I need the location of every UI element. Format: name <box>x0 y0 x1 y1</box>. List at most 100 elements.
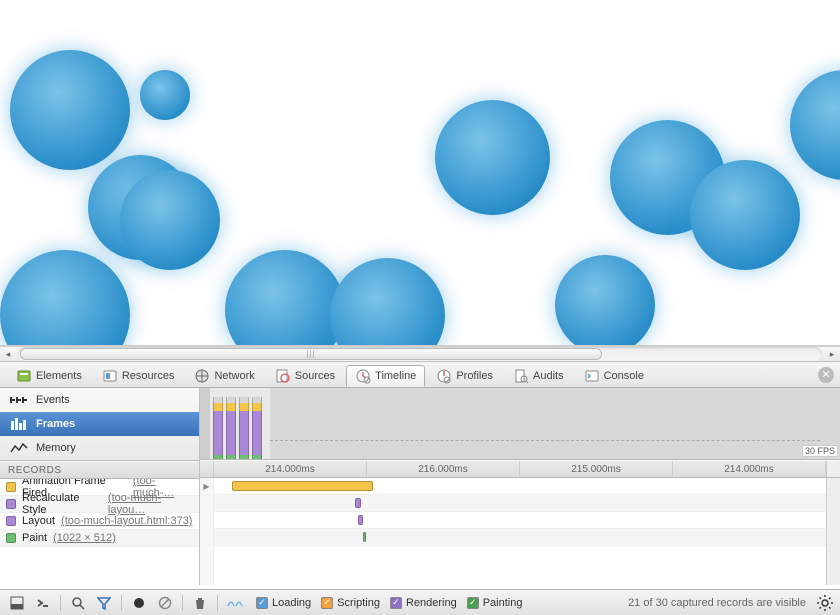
overview-frame-bar[interactable] <box>213 397 223 457</box>
frame-segment-scripting <box>239 403 249 411</box>
status-text: 21 of 30 captured records are visible <box>628 597 806 609</box>
tracks-inner <box>214 478 826 585</box>
tab-resources[interactable]: Resources <box>93 365 184 387</box>
mode-label: Events <box>36 394 70 406</box>
animated-ball <box>330 258 445 346</box>
tab-audits[interactable]: Audits <box>504 365 573 387</box>
frame-segment-painting <box>226 455 236 459</box>
mode-frames[interactable]: Frames <box>0 412 199 436</box>
legend-item-painting[interactable]: ✓Painting <box>467 597 523 609</box>
tab-label: Console <box>604 370 644 382</box>
timeline-panel: Events Frames Memory RECORDS Animation F… <box>0 388 840 585</box>
overview-frame-bar[interactable] <box>226 397 236 457</box>
legend-checkbox[interactable]: ✓ <box>390 597 402 609</box>
tab-label: Network <box>214 370 254 382</box>
records-list: Animation Frame Fired (too-much-…Recalcu… <box>0 479 199 585</box>
track-row[interactable] <box>214 495 826 512</box>
filter-button[interactable] <box>93 593 115 613</box>
track-row[interactable] <box>214 478 826 495</box>
disclosure-triangle <box>200 495 213 512</box>
animated-ball <box>0 250 130 346</box>
sources-icon <box>275 368 291 384</box>
record-color-swatch <box>6 499 16 509</box>
overview-frame-bar[interactable] <box>252 397 262 457</box>
events-icon <box>10 393 28 407</box>
disclosure-triangle[interactable]: ▶ <box>200 478 213 495</box>
frame-segment-rendering <box>252 411 262 455</box>
settings-button[interactable] <box>816 594 834 612</box>
overview-dim-left <box>200 388 210 459</box>
record-source-link[interactable]: (too-much-layou… <box>108 492 193 516</box>
tab-label: Elements <box>36 370 82 382</box>
dock-button[interactable] <box>6 593 28 613</box>
record-color-swatch <box>6 533 16 543</box>
horizontal-scrollbar[interactable]: ◂ ||| ▸ <box>0 346 840 362</box>
record-row[interactable]: Layout (too-much-layout.html:373) <box>0 513 199 530</box>
ruler-scroll-gutter <box>826 461 840 477</box>
track-row[interactable] <box>214 529 826 546</box>
tracks-vertical-scrollbar[interactable] <box>826 478 840 585</box>
overview-frame-bar[interactable] <box>239 397 249 457</box>
animated-ball <box>225 250 345 346</box>
frame-segment-rendering <box>239 411 249 455</box>
track-bar[interactable] <box>363 532 367 542</box>
tab-timeline[interactable]: Timeline <box>346 365 425 387</box>
record-source-link[interactable]: (1022 × 512) <box>53 532 116 544</box>
tab-profiles[interactable]: Profiles <box>427 365 502 387</box>
resources-icon <box>102 368 118 384</box>
scroll-thumb[interactable]: ||| <box>20 348 602 360</box>
record-row[interactable]: Recalculate Style (too-much-layou… <box>0 496 199 513</box>
ruler-tick: 214.000ms <box>673 461 826 477</box>
record-row[interactable]: Paint (1022 × 512) <box>0 530 199 547</box>
legend-label: Loading <box>272 597 311 609</box>
garbage-collect-button[interactable] <box>189 593 211 613</box>
elements-icon <box>16 368 32 384</box>
show-console-button[interactable] <box>32 593 54 613</box>
scroll-right-arrow-icon[interactable]: ▸ <box>824 346 840 362</box>
legend-item-scripting[interactable]: ✓Scripting <box>321 597 380 609</box>
records-header-label: RECORDS <box>8 465 62 476</box>
frame-segment-scripting <box>226 403 236 411</box>
legend-item-rendering[interactable]: ✓Rendering <box>390 597 457 609</box>
console-icon <box>584 368 600 384</box>
legend-item-loading[interactable]: ✓ Loading <box>256 597 311 609</box>
animated-ball <box>790 70 840 180</box>
clear-button[interactable] <box>154 593 176 613</box>
record-label: Paint <box>22 532 47 544</box>
devtools-tab-bar: Elements Resources Network Sources Timel… <box>0 362 840 388</box>
tab-console[interactable]: Console <box>575 365 653 387</box>
mode-memory[interactable]: Memory <box>0 436 199 460</box>
tab-label: Timeline <box>375 370 416 382</box>
records-header: RECORDS <box>0 461 199 479</box>
audits-icon <box>513 368 529 384</box>
overview-dim-right <box>270 388 840 459</box>
tab-sources[interactable]: Sources <box>266 365 344 387</box>
scroll-track[interactable]: ||| <box>18 347 822 361</box>
frames-overview[interactable]: 30 FPS <box>200 388 840 460</box>
mode-label: Memory <box>36 442 76 454</box>
frame-segment-painting <box>213 455 223 459</box>
search-button[interactable] <box>67 593 89 613</box>
legend-checkbox[interactable]: ✓ <box>256 597 268 609</box>
tab-elements[interactable]: Elements <box>7 365 91 387</box>
timeline-content: 30 FPS 214.000ms216.000ms215.000ms214.00… <box>200 388 840 585</box>
tab-network[interactable]: Network <box>185 365 263 387</box>
legend-checkbox[interactable]: ✓ <box>467 597 479 609</box>
tab-label: Sources <box>295 370 335 382</box>
legend-checkbox[interactable]: ✓ <box>321 597 333 609</box>
scroll-left-arrow-icon[interactable]: ◂ <box>0 346 16 362</box>
track-bar[interactable] <box>358 515 362 525</box>
glue-button[interactable] <box>224 593 246 613</box>
timeline-mode-list: Events Frames Memory <box>0 388 199 461</box>
mode-events[interactable]: Events <box>0 388 199 412</box>
memory-icon <box>10 441 28 455</box>
track-bar[interactable] <box>232 481 373 491</box>
close-devtools-button[interactable]: ✕ <box>818 367 834 383</box>
profiles-icon <box>436 368 452 384</box>
tab-label: Audits <box>533 370 564 382</box>
record-color-swatch <box>6 516 16 526</box>
track-row[interactable] <box>214 512 826 529</box>
track-bar[interactable] <box>355 498 361 508</box>
record-button[interactable] <box>128 593 150 613</box>
record-source-link[interactable]: (too-much-layout.html:373) <box>61 515 192 527</box>
